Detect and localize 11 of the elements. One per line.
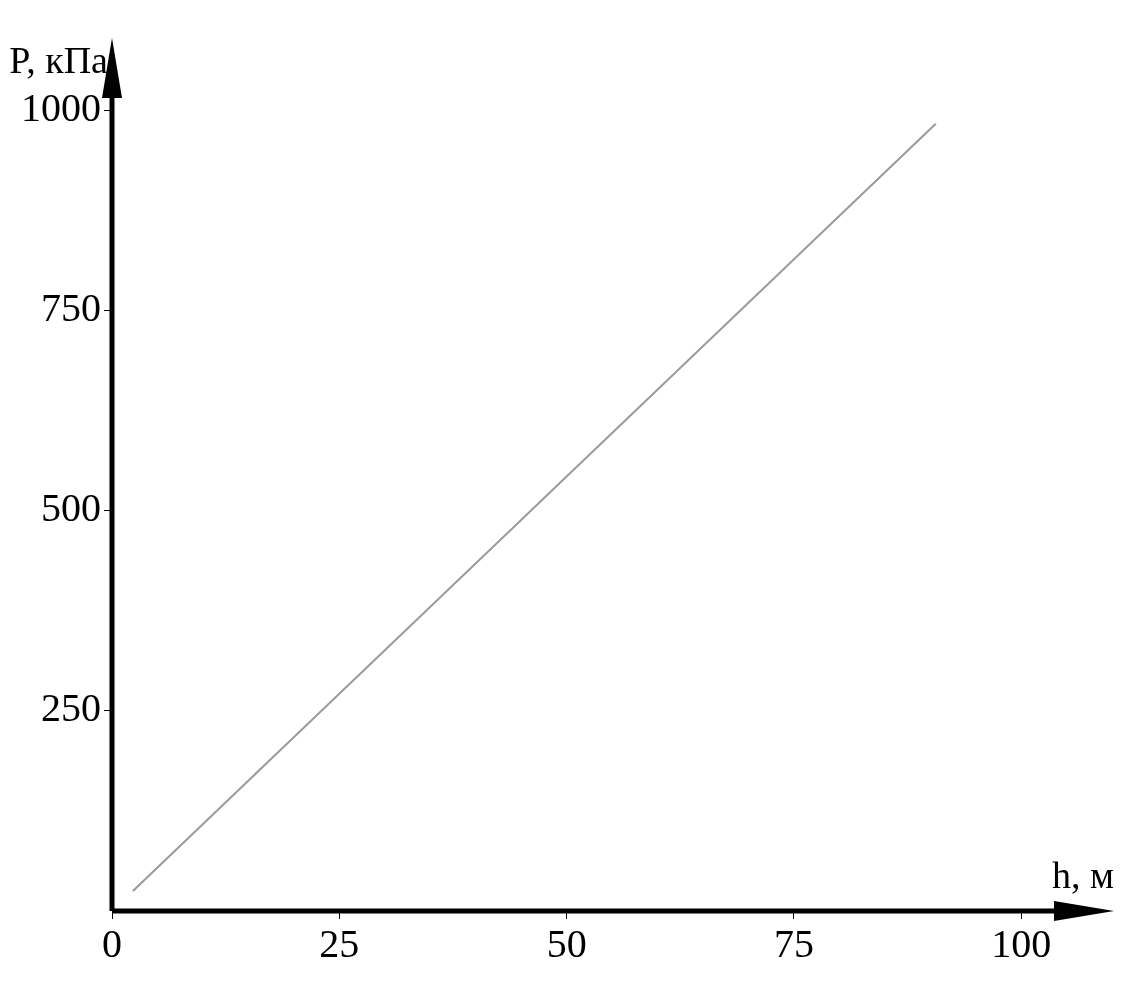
x-axis-title: h, м [1051, 853, 1114, 896]
y-tick-label: 500 [41, 485, 101, 531]
x-tick-label: 75 [773, 920, 814, 966]
x-tick-label: 100 [991, 920, 1052, 966]
x-tick-label: 0 [102, 920, 122, 966]
x-tick-label: 50 [546, 920, 587, 966]
y-tick-label: 750 [41, 284, 101, 330]
x-tick-label: 25 [319, 920, 360, 966]
y-tick-label: 250 [41, 685, 101, 731]
y-axis-title: P, кПа [9, 38, 109, 81]
y-tick-label: 1000 [21, 84, 101, 130]
